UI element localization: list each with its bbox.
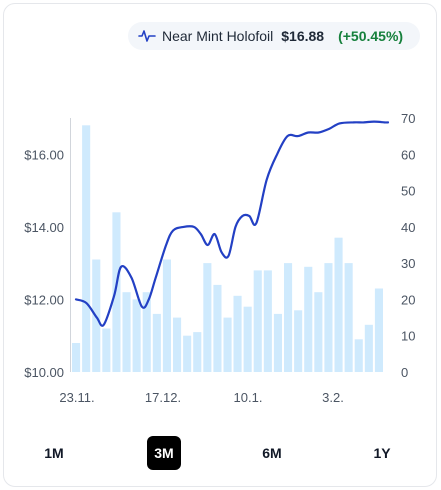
left-axis-ticks: $10.00 $12.00 $14.00 $16.00 xyxy=(24,147,64,380)
range-selector: 1M 3M 6M 1Y xyxy=(0,436,441,472)
current-price: $16.88 xyxy=(281,28,325,44)
volume-bar xyxy=(183,335,192,372)
volume-bars xyxy=(72,125,383,372)
volume-bar xyxy=(162,259,171,372)
range-1m-button[interactable]: 1M xyxy=(44,445,64,461)
volume-bar xyxy=(213,284,222,372)
left-tick-label: $16.00 xyxy=(24,147,64,162)
price-change: (+50.45%) xyxy=(338,28,404,44)
x-tick-label: 23.11. xyxy=(59,390,94,405)
volume-bar xyxy=(374,288,383,372)
volume-bar xyxy=(344,263,353,372)
right-tick-label: 50 xyxy=(401,184,415,199)
x-tick-label: 10.1. xyxy=(234,390,263,405)
right-tick-label: 70 xyxy=(401,111,415,126)
price-line xyxy=(74,120,390,327)
volume-bar xyxy=(233,295,242,372)
volume-bar xyxy=(112,212,121,372)
volume-bar xyxy=(193,332,202,372)
volume-bar xyxy=(253,270,262,372)
volume-bar xyxy=(152,313,161,372)
price-chart: $10.00 $12.00 $14.00 $16.00 0 10 20 30 40 50 60 70… xyxy=(24,111,415,405)
x-tick-label: 17.12. xyxy=(145,390,181,405)
volume-bar xyxy=(203,263,212,372)
volume-bar xyxy=(364,324,373,372)
right-tick-label: 10 xyxy=(401,329,415,344)
volume-bar xyxy=(314,292,323,372)
range-6m-button[interactable]: 6M xyxy=(262,445,282,461)
volume-bar xyxy=(334,237,343,372)
right-tick-label: 60 xyxy=(401,147,415,162)
range-1y-button[interactable]: 1Y xyxy=(373,445,391,461)
left-tick-label: $14.00 xyxy=(24,220,64,235)
volume-bar xyxy=(223,317,232,372)
volume-bar xyxy=(243,306,252,372)
volume-bar xyxy=(304,266,313,372)
volume-bar xyxy=(284,263,293,372)
right-axis-ticks: 0 10 20 30 40 50 60 70 xyxy=(401,111,415,380)
volume-bar xyxy=(72,343,81,372)
left-tick-label: $12.00 xyxy=(24,292,64,307)
x-tick-label: 3.2. xyxy=(322,390,344,405)
volume-bar xyxy=(324,263,333,372)
volume-bar xyxy=(132,299,141,372)
right-tick-label: 40 xyxy=(401,220,415,235)
volume-bar xyxy=(122,292,131,372)
series-label: Near Mint Holofoil xyxy=(162,28,274,44)
range-3m-button[interactable]: 3M xyxy=(147,436,181,470)
volume-bar xyxy=(82,125,91,372)
volume-bar xyxy=(142,292,151,372)
left-tick-label: $10.00 xyxy=(24,365,64,380)
right-tick-label: 30 xyxy=(401,256,415,271)
right-tick-label: 20 xyxy=(401,292,415,307)
volume-bar xyxy=(102,328,111,372)
x-axis-ticks: 23.11. 17.12. 10.1. 3.2. xyxy=(59,390,343,405)
volume-bar xyxy=(273,313,282,372)
volume-bar xyxy=(294,310,303,372)
series-legend: Near Mint Holofoil $16.88 (+50.45%) xyxy=(128,22,420,50)
pulse-icon xyxy=(138,30,156,42)
volume-bar xyxy=(173,317,182,372)
volume-bar xyxy=(354,339,363,372)
right-tick-label: 0 xyxy=(401,365,408,380)
volume-bar xyxy=(263,270,272,372)
